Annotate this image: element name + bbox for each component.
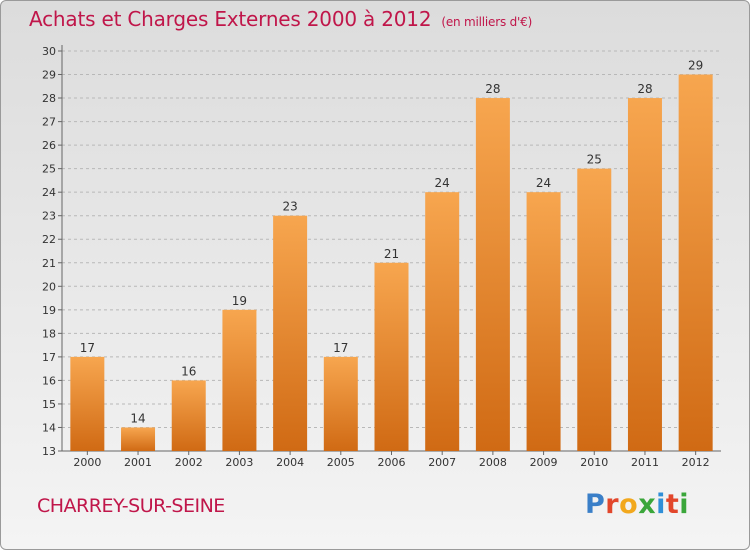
logo-letter: i (656, 489, 666, 520)
y-tick-label: 14 (42, 421, 56, 434)
logo-letter: r (605, 489, 620, 520)
y-tick-label: 29 (42, 69, 56, 82)
x-tick-label: 2007 (428, 456, 456, 469)
x-tick-label: 2006 (378, 456, 406, 469)
y-tick-label: 27 (42, 116, 56, 129)
x-tick-label: 2004 (276, 456, 304, 469)
logo-letter: P (585, 489, 606, 520)
bar-value-label: 17 (80, 341, 95, 355)
bar-value-label: 16 (181, 364, 196, 378)
y-tick-label: 13 (42, 445, 56, 458)
bar (475, 98, 510, 451)
chart-title-text: Achats et Charges Externes 2000 à 2012 (29, 7, 432, 31)
chart-title: Achats et Charges Externes 2000 à 2012 (e… (29, 7, 532, 31)
bar (425, 192, 460, 452)
bar-value-label: 28 (485, 82, 500, 96)
x-tick-label: 2001 (124, 456, 152, 469)
y-tick-label: 23 (42, 210, 56, 223)
bar (273, 215, 308, 451)
bar-value-label: 21 (384, 247, 399, 261)
bar (70, 356, 105, 451)
commune-name: CHARREY-SUR-SEINE (37, 495, 225, 517)
y-tick-label: 20 (42, 280, 56, 293)
bar (374, 262, 409, 451)
x-tick-label: 2002 (175, 456, 203, 469)
bar (222, 309, 257, 451)
bar-value-label: 24 (435, 176, 450, 190)
plot-area: 13 14 15 16 17 18 19 20 21 22 23 24 25 26 27 28 29 30 17 20… (42, 45, 721, 469)
y-tick-label: 18 (42, 327, 56, 340)
bar (171, 380, 206, 451)
x-tick-label: 2008 (479, 456, 507, 469)
bar-value-label: 29 (688, 59, 703, 73)
bar (323, 356, 358, 451)
x-tick-label: 2009 (530, 456, 558, 469)
bar-value-label: 19 (232, 294, 247, 308)
bar (577, 168, 612, 451)
y-tick-label: 16 (42, 374, 56, 387)
bar-value-label: 14 (130, 411, 145, 425)
y-tick-label: 15 (42, 398, 56, 411)
bar-value-label: 24 (536, 176, 551, 190)
proxiti-logo: Proxiti (585, 489, 689, 520)
bar (678, 74, 713, 451)
y-tick-label: 21 (42, 257, 56, 270)
logo-letter: x (638, 489, 657, 520)
x-tick-label: 2003 (225, 456, 253, 469)
logo-letter: i (679, 489, 690, 520)
y-tick-label: 26 (42, 139, 56, 152)
y-tick-label: 19 (42, 304, 56, 317)
bar-value-label: 28 (637, 82, 652, 96)
y-tick-label: 28 (42, 92, 56, 105)
x-tick-label: 2005 (327, 456, 355, 469)
y-tick-label: 30 (42, 45, 56, 58)
x-tick-label: 2000 (73, 456, 101, 469)
x-tick-label: 2012 (682, 456, 710, 469)
x-tick-label: 2011 (631, 456, 659, 469)
y-tick-label: 17 (42, 351, 56, 364)
y-tick-label: 24 (42, 186, 56, 199)
bar (627, 98, 662, 451)
logo-letter: o (619, 489, 639, 520)
x-tick-label: 2010 (580, 456, 608, 469)
bar-value-label: 25 (587, 153, 602, 167)
y-tick-label: 22 (42, 233, 56, 246)
bar-value-label: 23 (282, 200, 297, 214)
bar (526, 192, 561, 452)
logo-letter: t (665, 489, 680, 520)
bar (121, 427, 156, 451)
chart-subtitle: (en milliers d'€) (441, 15, 533, 29)
bar-value-label: 17 (333, 341, 348, 355)
y-tick-label: 25 (42, 163, 56, 176)
